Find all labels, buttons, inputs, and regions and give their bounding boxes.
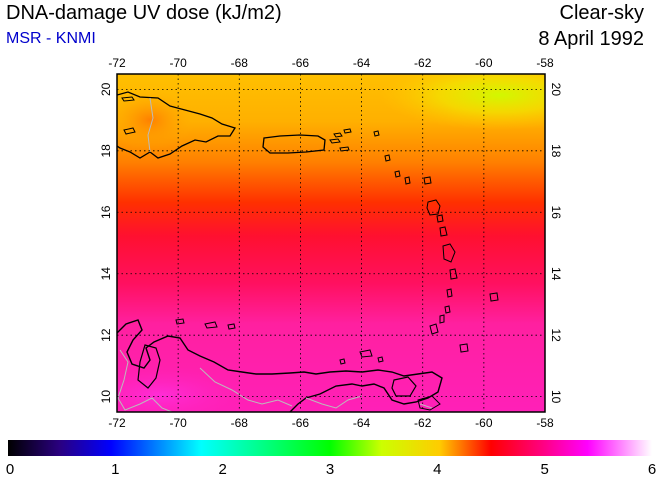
source-label: MSR - KNMI: [6, 30, 96, 47]
high-dose-patch: [380, 74, 545, 130]
lon-tick-label: -62: [414, 416, 432, 430]
lon-tick-label: -66: [292, 416, 310, 430]
lon-tick-label: -68: [231, 56, 249, 70]
lat-tick-label: 14: [99, 267, 113, 281]
country-borders: [117, 349, 433, 412]
lon-tick-label: -72: [108, 416, 126, 430]
lon-tick-label: -62: [414, 56, 432, 70]
map-title: DNA-damage UV dose (kJ/m2): [6, 2, 282, 24]
lat-tick-label: 12: [99, 328, 113, 342]
hispaniola-border: [147, 97, 154, 153]
lat-tick-label: 10: [549, 390, 563, 404]
very-high-dose-patch: [117, 365, 250, 412]
lat-tick-label: 16: [549, 206, 563, 220]
lat-tick-label: 16: [99, 205, 113, 219]
gonave-coastline: [123, 127, 136, 135]
lat-ticks-left: 10 12 14 16 18 20: [99, 82, 113, 403]
lon-tick-label: -64: [353, 56, 371, 70]
lon-tick-label: -70: [169, 56, 187, 70]
puerto-rico-coastline: [262, 134, 326, 154]
lesser-antilles-coastline: [373, 130, 499, 353]
lon-tick-label: -66: [292, 56, 310, 70]
lon-tick-label: -58: [536, 56, 554, 70]
lat-tick-label: 10: [99, 390, 113, 404]
trinidad-coastline: [391, 376, 417, 397]
lon-tick-label: -70: [169, 416, 187, 430]
map-frame: [116, 73, 546, 413]
lat-tick-label: 12: [549, 329, 563, 343]
lat-ticks-right: 10 12 14 16 18 20: [549, 83, 563, 404]
lat-tick-label: 20: [99, 82, 113, 96]
lat-tick-label: 18: [99, 144, 113, 158]
lat-tick-label: 20: [549, 83, 563, 97]
lat-tick-label: 18: [549, 144, 563, 158]
orinoco-delta-coastline: [417, 395, 441, 411]
lon-ticks-bottom: -72 -70 -68 -66 -64 -62 -60 -58: [108, 416, 554, 430]
lon-tick-label: -72: [108, 56, 126, 70]
tortuga-coastline: [121, 96, 135, 102]
lon-tick-label: -58: [536, 416, 554, 430]
low-dose-spot: [117, 90, 195, 150]
lake-maracaibo-coastline: [137, 344, 161, 389]
lon-ticks-top: -72 -70 -68 -66 -64 -62 -60 -58: [108, 56, 554, 70]
hispaniola-coastline: [117, 91, 236, 159]
south-america-coastline: [117, 319, 443, 412]
date-label: 8 April 1992: [538, 28, 644, 50]
gridlines: [117, 74, 545, 412]
virgin-islands-coastline: [329, 128, 352, 152]
lon-tick-label: -64: [353, 416, 371, 430]
lat-tick-label: 14: [549, 267, 563, 281]
sky-condition-label: Clear-sky: [559, 2, 644, 24]
abc-islands-coastline: [175, 318, 384, 365]
lon-tick-label: -68: [231, 416, 249, 430]
lon-tick-label: -60: [475, 416, 493, 430]
lon-tick-label: -60: [475, 56, 493, 70]
